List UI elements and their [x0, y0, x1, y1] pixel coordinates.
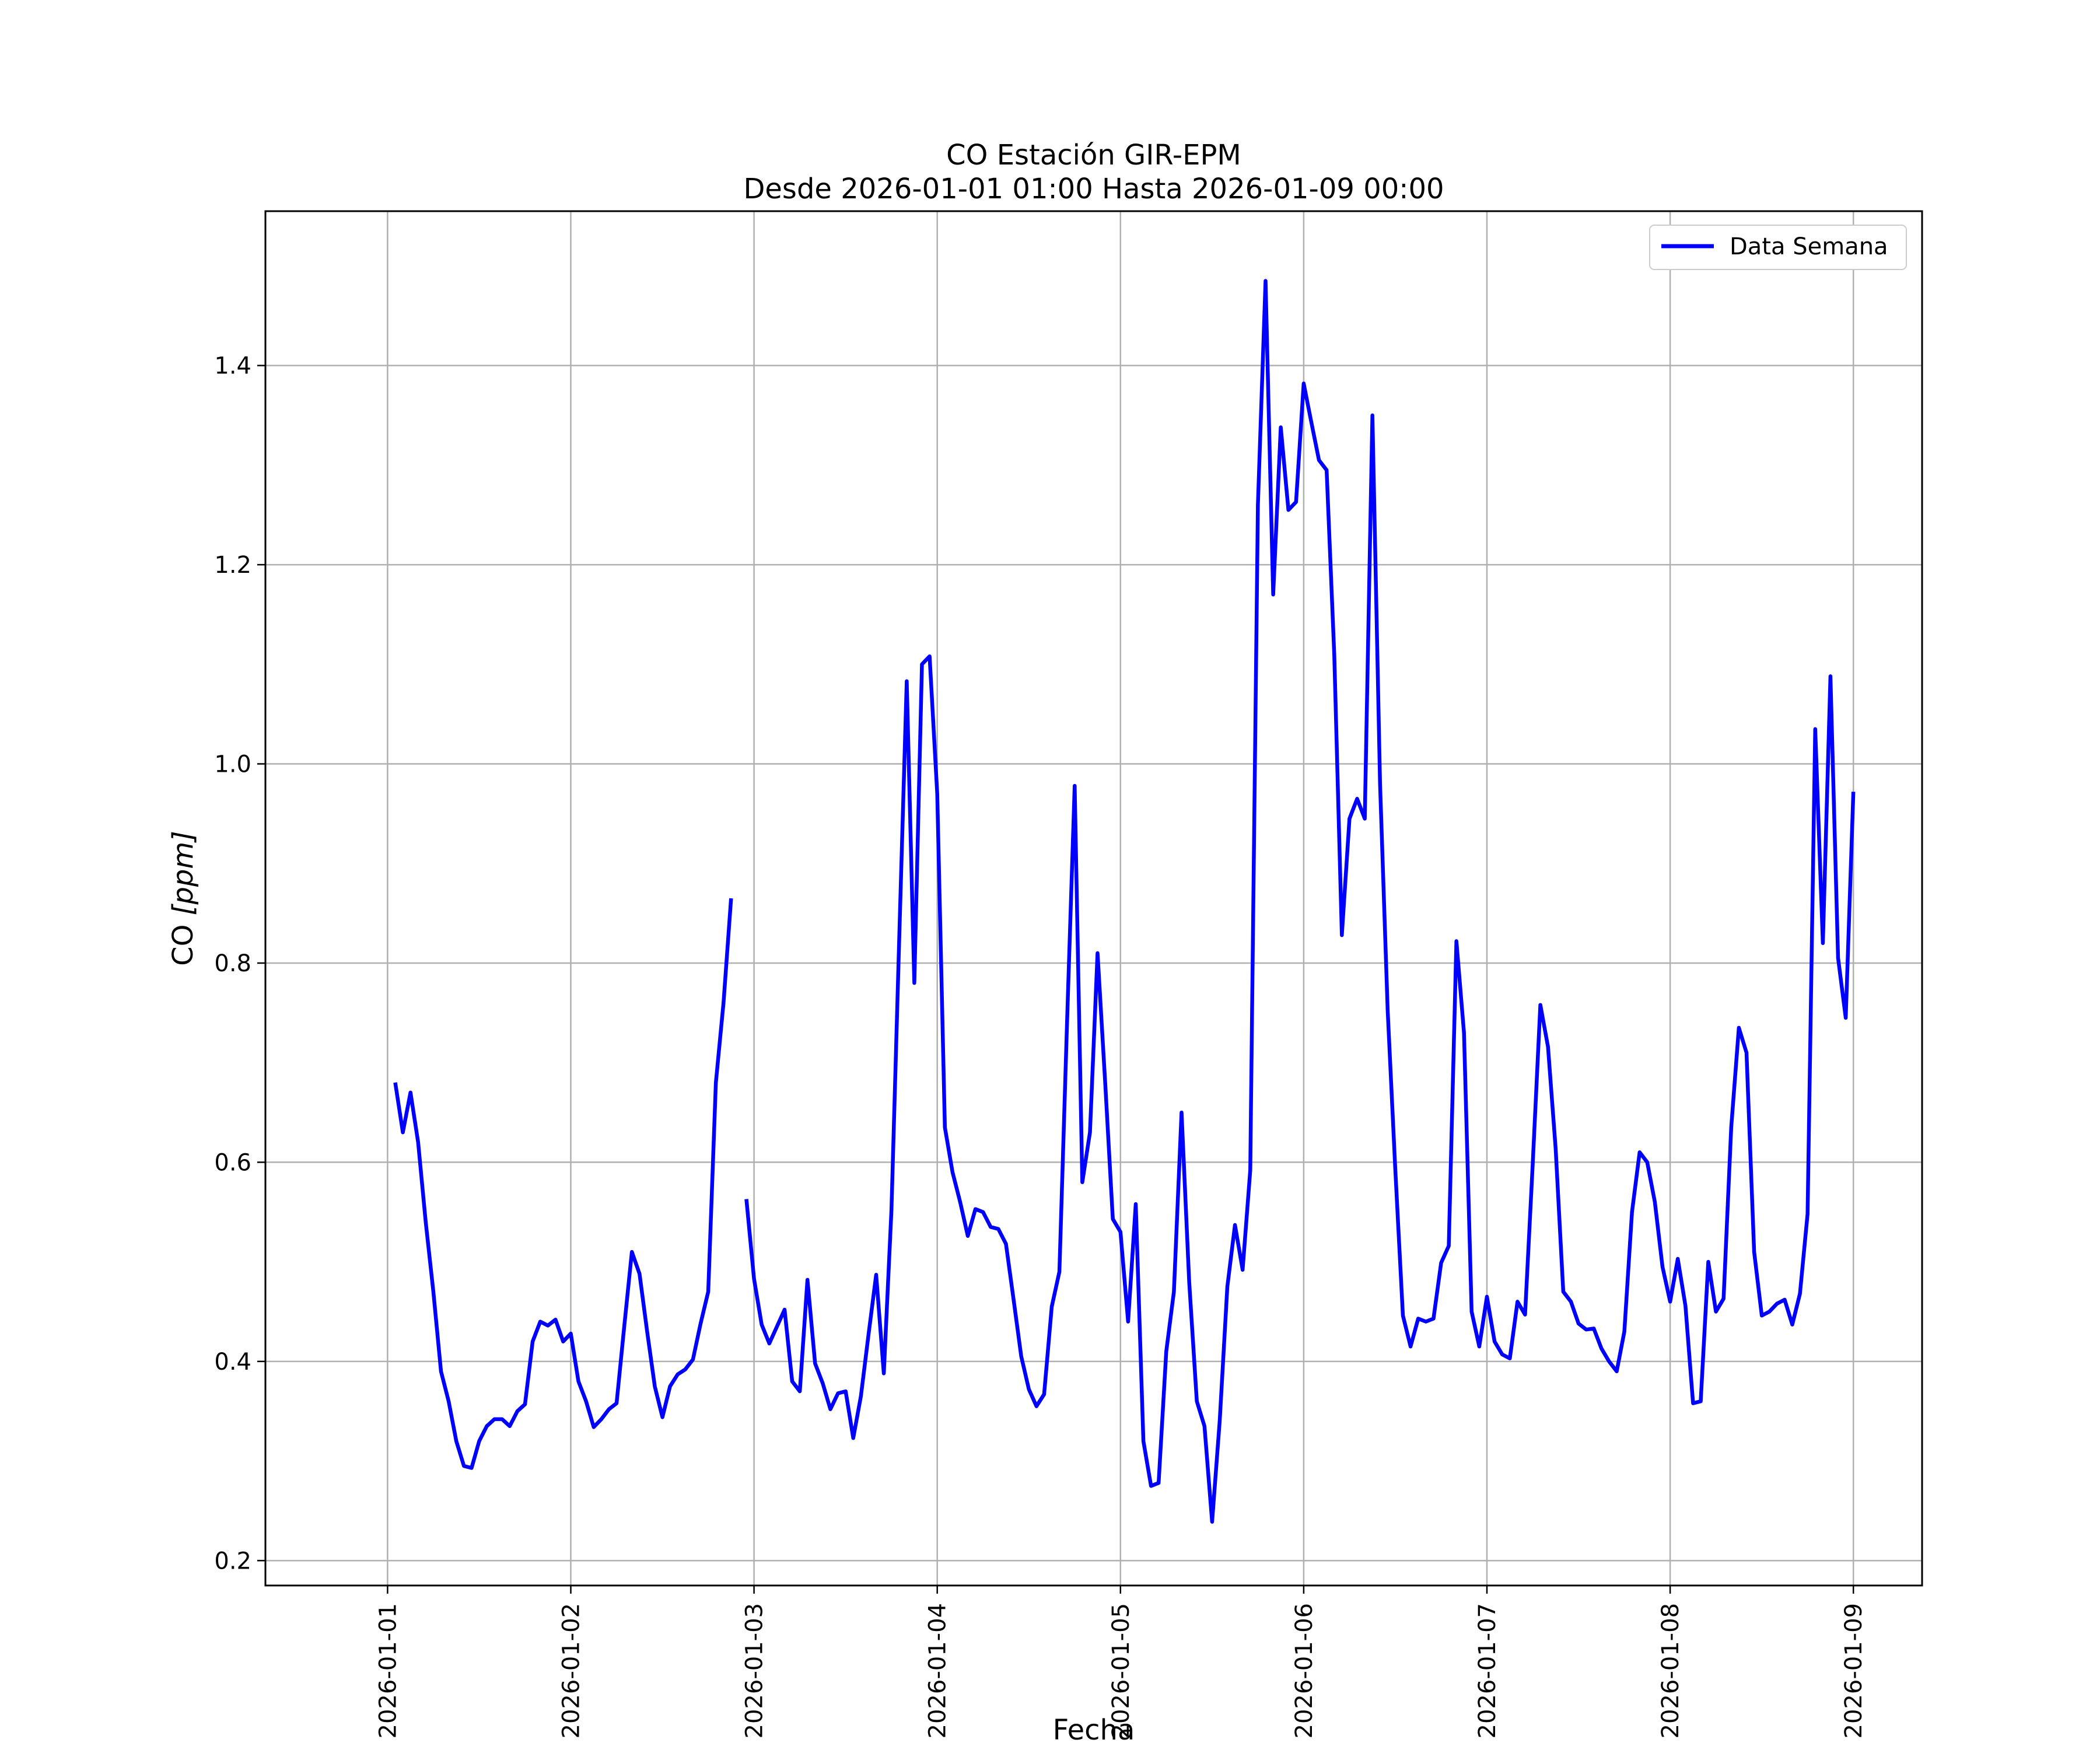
y-axis-label-unit: [ppm] [167, 831, 200, 915]
x-tick-label: 2026-01-04 [925, 1603, 951, 1738]
chart-subtitle: Desde 2026-01-01 01:00 Hasta 2026-01-09 … [743, 173, 1444, 205]
y-tick-label: 0.6 [214, 1149, 251, 1176]
y-axis: 0.2 0.4 0.6 0.8 1.0 1.2 1.4 [214, 353, 265, 1574]
legend-label: Data Semana [1730, 233, 1888, 260]
series-line [393, 279, 1856, 1524]
legend: Data Semana [1649, 225, 1907, 270]
x-axis-label: Fecha [1053, 1714, 1135, 1746]
x-tick-label: 2026-01-01 [374, 1603, 401, 1738]
plot-frame [264, 210, 1923, 1587]
x-tick-label: 2026-01-09 [1840, 1603, 1867, 1738]
grid-lines [265, 211, 1922, 1586]
y-tick-label: 0.4 [214, 1349, 251, 1376]
x-tick-label: 2026-01-05 [1108, 1603, 1135, 1738]
x-tick-label: 2026-01-06 [1291, 1603, 1318, 1738]
legend-box [1649, 225, 1907, 270]
series-layer [393, 279, 1856, 1524]
x-tick-label: 2026-01-03 [741, 1603, 768, 1738]
y-tick-label: 1.0 [214, 751, 251, 778]
y-tick-label: 0.8 [214, 950, 251, 977]
x-tick-label: 2026-01-02 [558, 1603, 585, 1738]
x-axis: 2026-01-01 2026-01-02 2026-01-03 2026-01-04… [374, 1586, 1867, 1738]
y-tick-label: 0.2 [214, 1548, 251, 1574]
y-axis-label-prefix: CO [167, 915, 200, 966]
x-tick-label: 2026-01-07 [1474, 1603, 1501, 1738]
y-tick-label: 1.2 [214, 552, 251, 579]
x-tick-label: 2026-01-08 [1657, 1603, 1684, 1738]
y-tick-label: 1.4 [214, 353, 251, 380]
chart-title: CO Estación GIR-EPM [946, 139, 1241, 172]
y-axis-label: CO [ppm] [167, 831, 200, 966]
